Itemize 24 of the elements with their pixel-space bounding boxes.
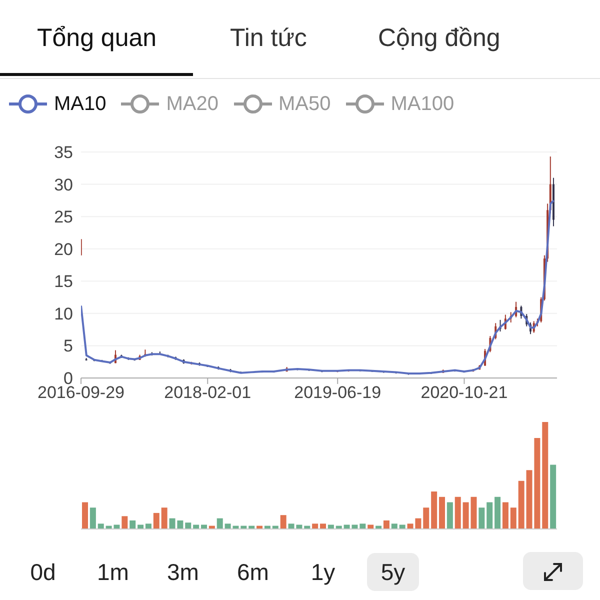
text: 5y [367,553,419,591]
legend-label: MA50 [278,92,331,116]
text: Tổng quan [37,24,157,53]
x-tick-label: 2019-06-19 [294,383,382,402]
legend-label: MA20 [166,92,218,116]
y-tick-label: 35 [54,143,73,162]
text: 1y [310,558,336,587]
text: Cộng đồng [378,24,500,53]
text: 3m [166,558,200,587]
text: 6m [236,558,270,587]
text: 1m [96,558,130,587]
y-tick-label: 30 [54,175,73,194]
x-tick-label: 2020-10-21 [420,383,508,402]
y-tick-label: 20 [54,240,73,259]
y-tick-label: 10 [54,304,73,324]
text: Tin tức [230,24,307,53]
y-tick-label: 15 [54,272,73,292]
y-tick-label: 5 [64,336,73,356]
text: 0d [29,558,57,587]
x-tick-label: 2018-02-01 [164,383,252,402]
legend-label: MA10 [54,92,106,116]
legend-label: MA100 [390,92,454,116]
x-tick-label: 2016-09-29 [38,383,124,402]
y-tick-label: 25 [54,208,73,227]
